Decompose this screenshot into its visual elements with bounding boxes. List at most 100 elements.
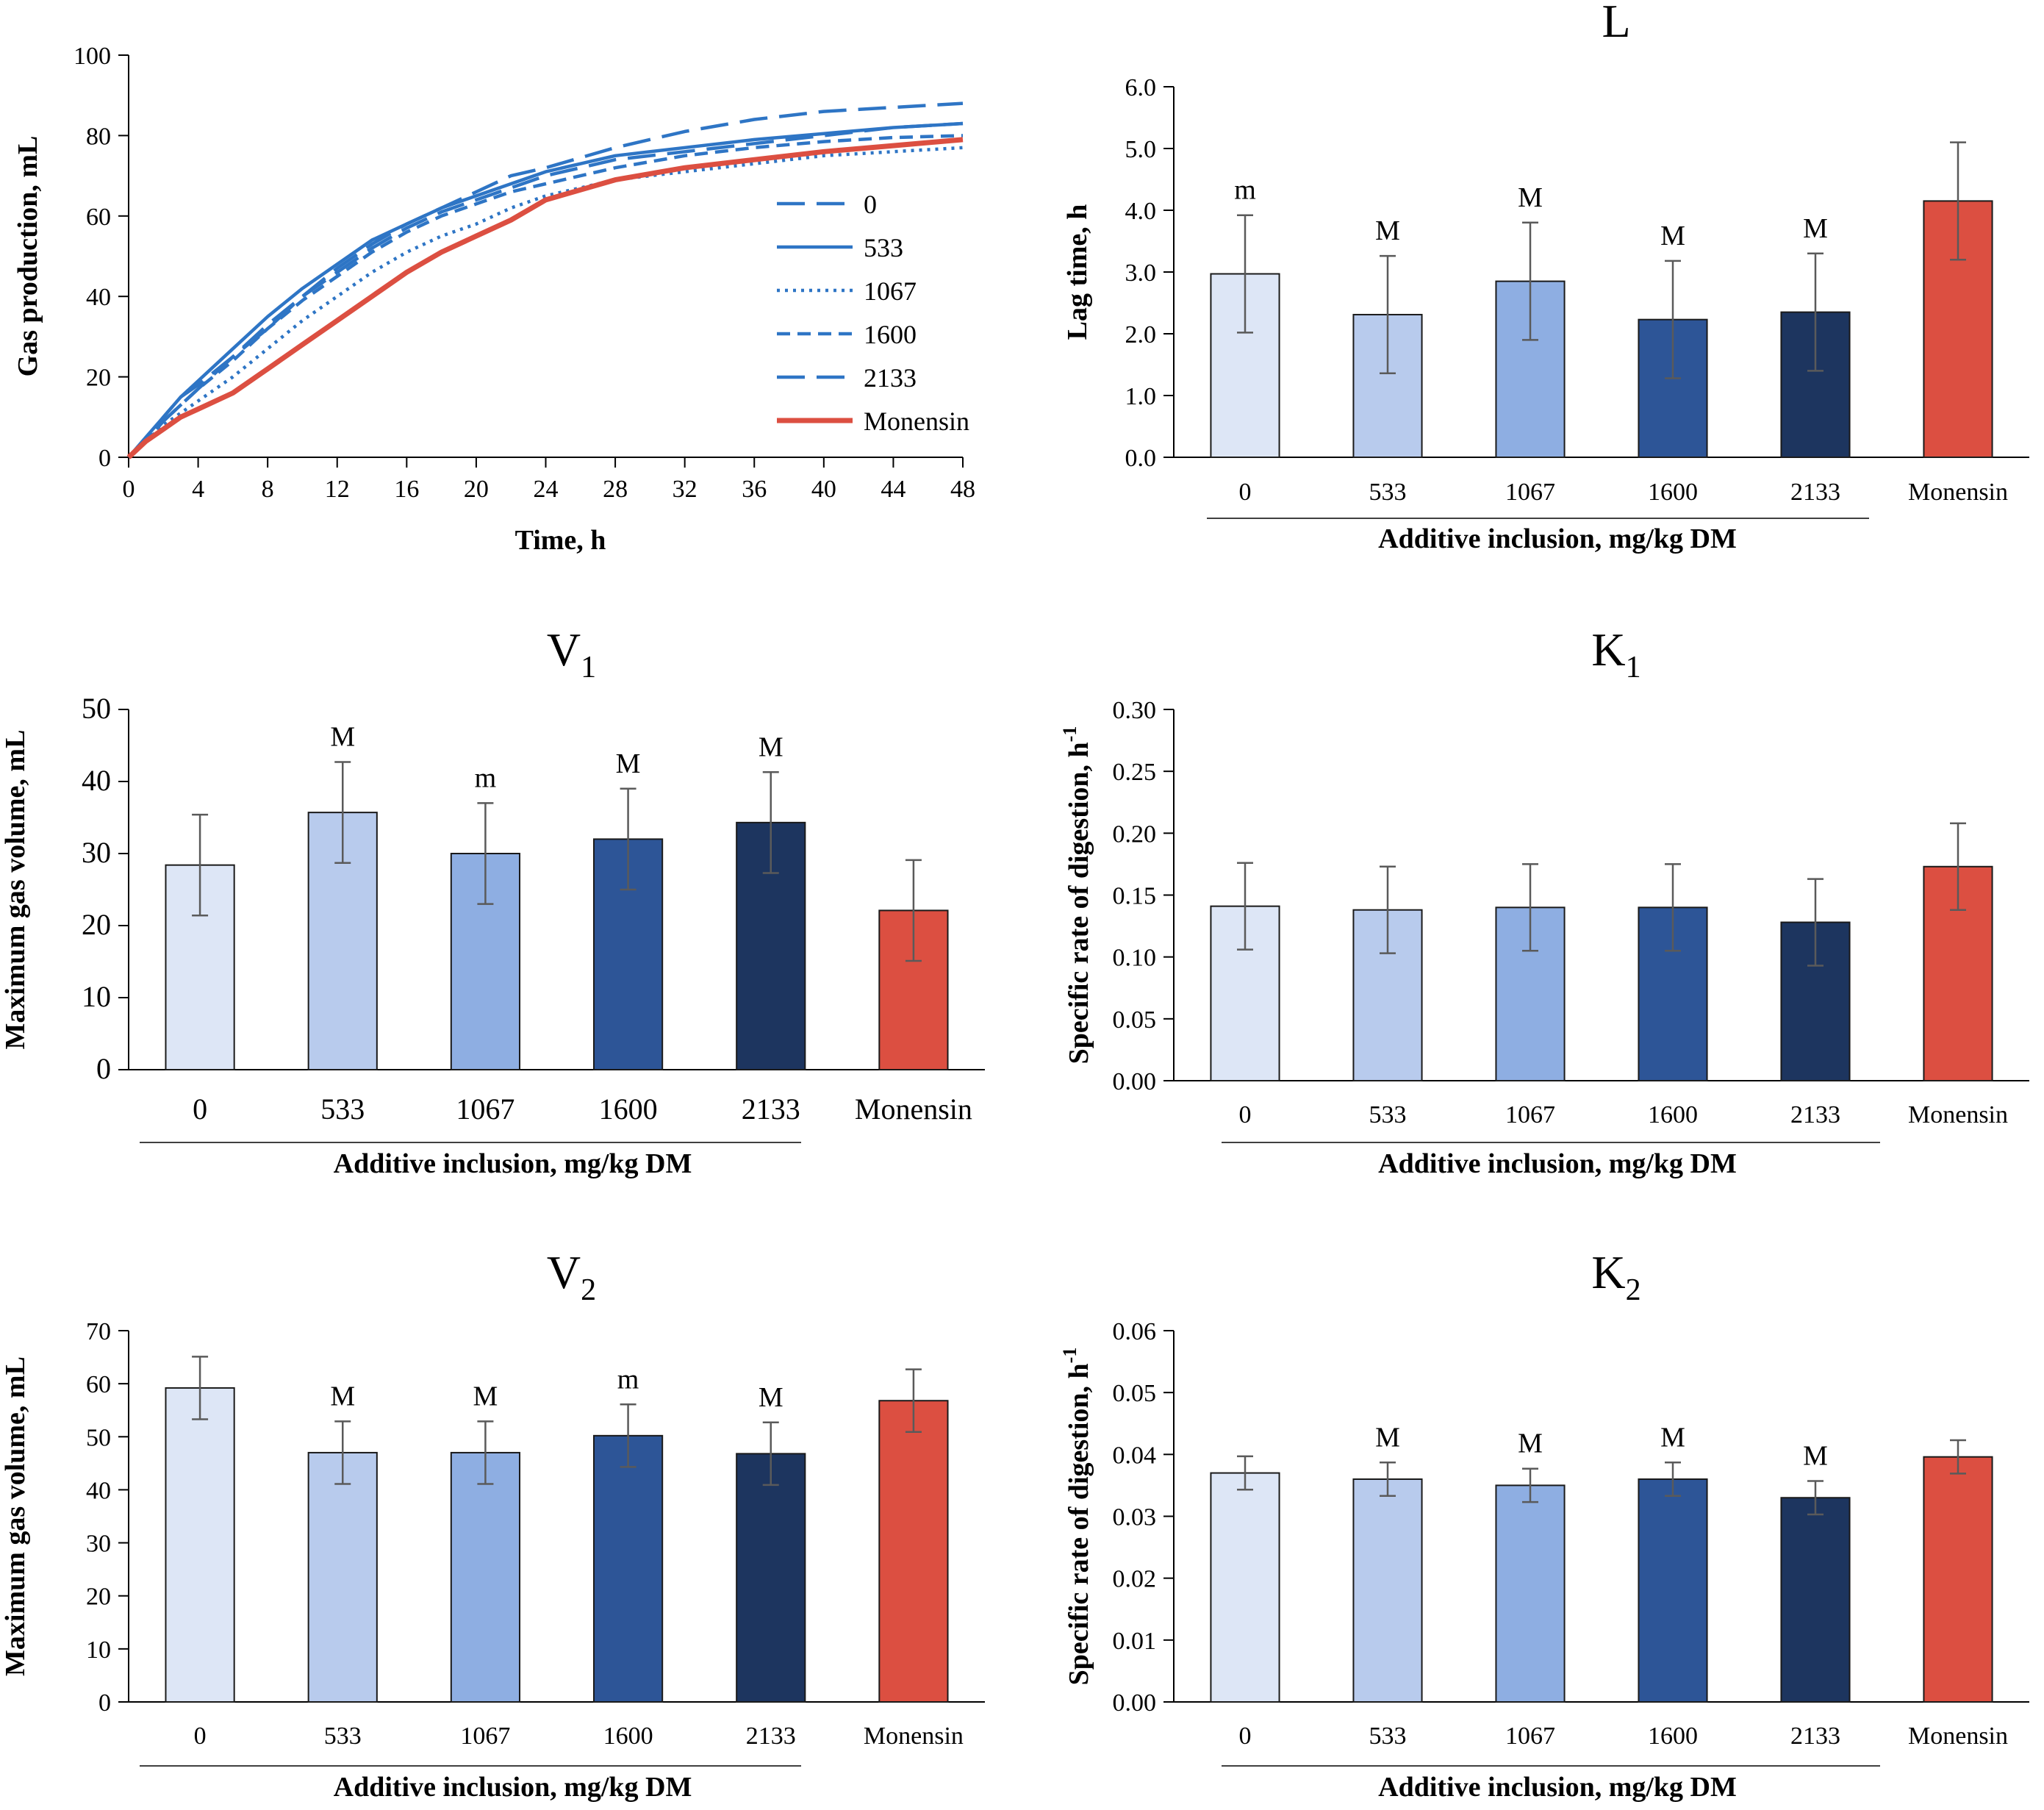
x-axis-label: Additive inclusion, mg/kg DM xyxy=(334,1772,692,1803)
category-label-0: 0 xyxy=(193,1092,207,1126)
y-tick-label: 3.0 xyxy=(1125,260,1157,287)
y-tick-label: 10 xyxy=(82,980,111,1013)
bar-1067 xyxy=(1495,1484,1566,1703)
category-label-1067: 1067 xyxy=(1505,1723,1555,1750)
series-line-monensin xyxy=(126,137,964,459)
x-axis-label: Additive inclusion, mg/kg DM xyxy=(334,1148,692,1179)
category-label-monensin: Monensin xyxy=(855,1092,972,1126)
chart-title-main: V xyxy=(547,623,581,676)
y-tick-label: 20 xyxy=(86,365,111,392)
y-axis-label-superscript: -1 xyxy=(1059,1348,1080,1364)
category-label-2133: 2133 xyxy=(1790,479,1840,506)
bar-0 xyxy=(165,1387,235,1703)
category-label-monensin: Monensin xyxy=(1908,1101,2008,1128)
chart-title-main: L xyxy=(1602,0,1630,47)
significance-label-1600: m xyxy=(617,1364,639,1395)
category-label-0: 0 xyxy=(1239,479,1252,506)
y-tick-label: 0.30 xyxy=(1113,697,1157,724)
series-line-1600 xyxy=(127,134,964,459)
y-tick-label: 20 xyxy=(86,1584,111,1611)
series-line-1067 xyxy=(127,146,964,459)
y-tick-label: 0.03 xyxy=(1113,1504,1157,1531)
y-axis-label-main: Specific rate of digestion, h xyxy=(1064,1363,1094,1685)
y-tick-label: 1.0 xyxy=(1125,383,1157,410)
chart-title-main: V xyxy=(547,1246,581,1298)
legend-label-monensin: Monensin xyxy=(864,407,969,436)
y-tick-label: 40 xyxy=(86,284,111,311)
category-label-1067: 1067 xyxy=(1505,1101,1555,1128)
y-tick-label: 70 xyxy=(86,1318,111,1345)
y-tick-label: 0.06 xyxy=(1113,1318,1157,1345)
y-tick-label: 0.00 xyxy=(1113,1689,1157,1717)
significance-label-2133: M xyxy=(1803,1441,1828,1472)
y-tick-label: 10 xyxy=(86,1636,111,1664)
category-label-1067: 1067 xyxy=(460,1723,510,1750)
legend-label-1067: 1067 xyxy=(864,276,917,306)
y-tick-label: 50 xyxy=(86,1424,111,1451)
category-label-monensin: Monensin xyxy=(864,1723,964,1750)
significance-label-1067: M xyxy=(1518,1428,1543,1459)
category-label-533: 533 xyxy=(320,1092,365,1126)
significance-label-1600: M xyxy=(1660,1422,1685,1453)
chart-title-subscript: 2 xyxy=(581,1273,596,1307)
x-tick-label: 12 xyxy=(325,476,350,503)
y-tick-label: 40 xyxy=(86,1477,111,1504)
y-tick-label: 0.02 xyxy=(1113,1566,1157,1593)
significance-label-2133: M xyxy=(759,1382,783,1413)
series-line-533 xyxy=(127,121,964,459)
chart-title: V2 xyxy=(547,1246,596,1307)
x-tick-label: 0 xyxy=(123,476,135,503)
category-label-1600: 1600 xyxy=(599,1092,658,1126)
chart-title-main: K xyxy=(1591,623,1625,676)
bar-0 xyxy=(1210,1472,1280,1703)
x-axis-label: Additive inclusion, mg/kg DM xyxy=(1378,1772,1737,1803)
category-label-0: 0 xyxy=(194,1723,207,1750)
category-label-1600: 1600 xyxy=(1648,1723,1698,1750)
x-axis-label: Additive inclusion, mg/kg DM xyxy=(1378,1148,1737,1179)
x-tick-label: 24 xyxy=(534,476,559,503)
chart-title-main: K xyxy=(1591,1246,1625,1298)
chart-K1: K1 0.00 0.05 0.10 0.15 0.20 0.25 0.30 0 533 1067 16… xyxy=(1059,623,2029,1179)
category-label-2133: 2133 xyxy=(1790,1723,1840,1750)
significance-label-1600: M xyxy=(616,748,641,779)
significance-label-2133: M xyxy=(1803,213,1828,244)
y-tick-label: 0.25 xyxy=(1113,759,1157,786)
y-tick-label: 0.15 xyxy=(1113,883,1157,910)
category-label-533: 533 xyxy=(1369,479,1407,506)
bar-monensin xyxy=(1923,1456,1993,1703)
category-label-533: 533 xyxy=(324,1723,362,1750)
chart-L: L 0.0 1.0 2.0 3.0 4.0 5.0 6.0 m 0 M 533 M 1067 M 1600 M 2… xyxy=(1062,0,2029,554)
legend-label-2133: 2133 xyxy=(864,363,917,393)
category-label-1600: 1600 xyxy=(1648,1101,1698,1128)
x-tick-label: 16 xyxy=(394,476,419,503)
y-axis-label-main: Maximum gas volume, mL xyxy=(0,730,31,1050)
category-label-1067: 1067 xyxy=(456,1092,514,1126)
significance-label-0: m xyxy=(1234,175,1256,206)
bar-533 xyxy=(307,1451,378,1703)
category-label-2133: 2133 xyxy=(742,1092,800,1126)
significance-label-1067: M xyxy=(473,1381,498,1412)
category-label-2133: 2133 xyxy=(746,1723,796,1750)
significance-label-533: M xyxy=(1375,215,1400,246)
y-tick-label: 0.04 xyxy=(1113,1442,1157,1469)
chart-title: V1 xyxy=(547,623,596,684)
bar-1600 xyxy=(592,1434,664,1703)
category-label-1600: 1600 xyxy=(1648,479,1698,506)
y-tick-label: 50 xyxy=(82,692,111,725)
y-tick-label: 80 xyxy=(86,123,111,150)
y-tick-label: 60 xyxy=(86,204,111,231)
bar-2133 xyxy=(1780,1497,1851,1703)
y-tick-label: 100 xyxy=(73,43,111,70)
x-tick-label: 44 xyxy=(881,476,906,503)
category-label-1600: 1600 xyxy=(603,1723,653,1750)
x-tick-label: 8 xyxy=(262,476,274,503)
y-tick-label: 30 xyxy=(86,1531,111,1558)
significance-label-533: M xyxy=(330,1381,355,1412)
y-axis-label-main: Lag time, h xyxy=(1062,204,1093,340)
y-axis-label: Specific rate of digestion, h-1 xyxy=(1059,726,1094,1065)
bar-1067 xyxy=(450,1451,521,1703)
category-label-0: 0 xyxy=(1239,1723,1252,1750)
